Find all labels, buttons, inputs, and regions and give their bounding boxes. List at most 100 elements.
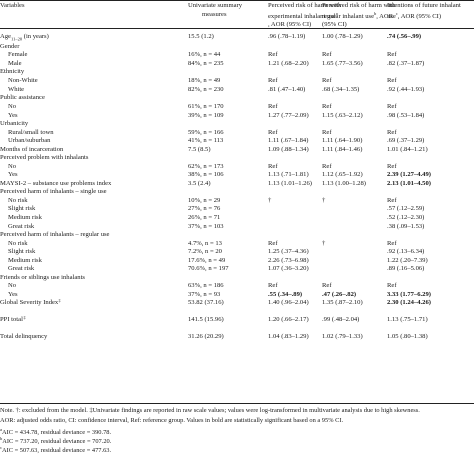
table-row: Great risk 37%, n = 103 .38 (.09–1.53) <box>0 223 474 233</box>
footnote-note: Note. †: excluded from the model. ‡Univa… <box>0 407 420 414</box>
table-row: Yes 37%, n = 93 .55 (.34–.89) .47 (.26–.82)… <box>0 291 474 301</box>
cell-c4: .82 (.37–1.87) <box>387 60 425 67</box>
cell-c1: 18%, n = 49 <box>188 77 221 84</box>
footnote-abbrev: AOR: adjusted odds ratio, CI: confidence… <box>0 417 344 424</box>
table-row: Total delinquency 31.26 (20.29) 1.04 (.83–… <box>0 333 474 343</box>
cell-c4: .38 (.09–1.53) <box>387 223 425 230</box>
cell-c1: 41%, n = 113 <box>188 137 224 144</box>
cell-c2: Ref <box>268 103 278 110</box>
row-label: Great risk <box>8 223 35 230</box>
cell-c2: Ref <box>268 77 278 84</box>
cell-c2: Ref <box>268 240 278 247</box>
row-label-dagger: ‡ <box>58 298 61 303</box>
table-row: Rural/small town 59%, n = 166 Ref Ref Ref <box>0 129 474 139</box>
row-label: Yes <box>8 112 18 119</box>
row-label: No <box>8 163 17 170</box>
cell-c3: .47 (.26–.82) <box>322 291 357 298</box>
cell-c1: 82%, n = 230 <box>188 86 224 93</box>
cell-c3: .99 (.48–2.04) <box>322 316 360 323</box>
header-experimental: Perceived risk of harm with experimental… <box>268 2 342 29</box>
row-label: Perceived problem with inhalants <box>0 154 89 161</box>
cell-c3: 1.11 (.64–1.90) <box>322 137 363 144</box>
cell-c2: 1.25 (.37–4.36) <box>268 248 309 255</box>
cell-c1: 17.6%, n = 49 <box>188 257 226 264</box>
table-row: No 63%, n = 186 Ref Ref Ref <box>0 282 474 292</box>
row-label: Medium risk <box>8 257 42 264</box>
table-row: Male 84%, n = 235 1.21 (.68–2.20) 1.65 (.77… <box>0 60 474 70</box>
row-label: Yes <box>8 171 18 178</box>
cell-c2: 1.11 (.67–1.84) <box>268 137 309 144</box>
cell-c3: 1.11 (.84–1.46) <box>322 146 363 153</box>
row-label: Perceived harm of inhalants – single use <box>0 188 107 195</box>
row-label: Gender <box>0 43 20 50</box>
cell-c1: 38%, n = 106 <box>188 171 224 178</box>
cell-c2: .55 (.34–.89) <box>268 291 303 298</box>
header-univariate: Univariate summary measures <box>188 2 243 18</box>
cell-c2: 2.26 (.73–6.98) <box>268 257 309 264</box>
table-row-group-heading: Ethnicity <box>0 68 474 78</box>
cell-c4: .92 (.13–6.34) <box>387 248 425 255</box>
row-label: Female <box>8 51 28 58</box>
row-label: White <box>8 86 25 93</box>
table-row-group-heading: Urbanicity <box>0 120 474 130</box>
cell-c2: 1.40 (.96–2.04) <box>268 299 309 306</box>
cell-c1: 10%, n = 29 <box>188 197 221 204</box>
row-label: Yes <box>8 291 18 298</box>
table-row: Female 16%, n = 44 Ref Ref Ref <box>0 51 474 61</box>
table-row: No risk 10%, n = 29 † † Ref <box>0 197 474 207</box>
table-row: Slight risk 27%, n = 76 .57 (.12–2.59) <box>0 205 474 215</box>
cell-c1: 141.5 (15.96) <box>188 316 224 323</box>
row-label: Medium risk <box>8 214 42 221</box>
cell-c4: Ref <box>387 240 397 247</box>
cell-c3: † <box>322 240 326 247</box>
age-c2: .96 (.78–1.19) <box>268 33 306 40</box>
header-regular: Perceived risk of harm with regular inha… <box>322 2 396 29</box>
footnote-c: cAIC = 507.63, residual deviance = 477.6… <box>0 445 112 455</box>
row-label: MAYSI-2 – substance use problems index <box>0 180 112 187</box>
cell-c1: 7.5 (8.5) <box>188 146 211 153</box>
cell-c3: Ref <box>322 163 332 170</box>
cell-c4: 1.13 (.75–1.71) <box>387 316 428 323</box>
cell-c1: 62%, n = 173 <box>188 163 224 170</box>
cell-c3: Ref <box>322 51 332 58</box>
cell-c2: .81 (.47–1.40) <box>268 86 306 93</box>
row-label: Friends or siblings use inhalants <box>0 274 85 281</box>
cell-c1: 70.6%, n = 197 <box>188 265 229 272</box>
table-row: Urban/suburban 41%, n = 113 1.11 (.67–1.84… <box>0 137 474 147</box>
cell-c1: 39%, n = 109 <box>188 112 224 119</box>
cell-c1: 37%, n = 103 <box>188 223 224 230</box>
row-label: Public assistance <box>0 94 45 101</box>
table-row: Yes 38%, n = 106 1.13 (.71–1.81) 1.12 (.65–… <box>0 171 474 181</box>
cell-c1: 84%, n = 235 <box>188 60 224 67</box>
row-label: Non-White <box>8 77 38 84</box>
bottom-rule <box>0 403 474 404</box>
cell-c4: Ref <box>387 51 397 58</box>
cell-c4: 1.01 (.84–1.21) <box>387 146 428 153</box>
row-label: Rural/small town <box>8 129 54 136</box>
age-label: Age11–20 (in years) <box>0 33 49 42</box>
cell-c3: † <box>322 197 326 204</box>
cell-c4: 2.39 (1.27–4.49) <box>387 171 431 178</box>
cell-c1: 27%, n = 76 <box>188 205 221 212</box>
cell-c4: .98 (.53–1.84) <box>387 112 425 119</box>
row-label: Urbanicity <box>0 120 29 127</box>
row-label: No risk <box>8 240 28 247</box>
footnote-b: bAIC = 737.20, residual deviance = 707.2… <box>0 436 112 446</box>
table-row: Slight risk 7.2%, n = 20 1.25 (.37–4.36) .9… <box>0 248 474 258</box>
row-label: Slight risk <box>8 248 36 255</box>
cell-c4: Ref <box>387 129 397 136</box>
cell-c2: 1.27 (.77–2.09) <box>268 112 309 119</box>
cell-c4: Ref <box>387 77 397 84</box>
cell-c4: .69 (.37–1.29) <box>387 137 425 144</box>
cell-c1: 16%, n = 44 <box>188 51 221 58</box>
row-label: Male <box>8 60 22 67</box>
table-row-group-heading: Perceived harm of inhalants – regular us… <box>0 231 474 241</box>
cell-c4: Ref <box>387 197 397 204</box>
cell-c4: .57 (.12–2.59) <box>387 205 425 212</box>
row-label: No <box>8 103 17 110</box>
row-label: No <box>8 282 17 289</box>
row-label: Global Severity Index <box>0 299 59 306</box>
cell-c2: 1.20 (.66–2.17) <box>268 316 309 323</box>
cell-c4: 1.05 (.80–1.38) <box>387 333 428 340</box>
cell-c3: 1.65 (.77–3.56) <box>322 60 363 67</box>
